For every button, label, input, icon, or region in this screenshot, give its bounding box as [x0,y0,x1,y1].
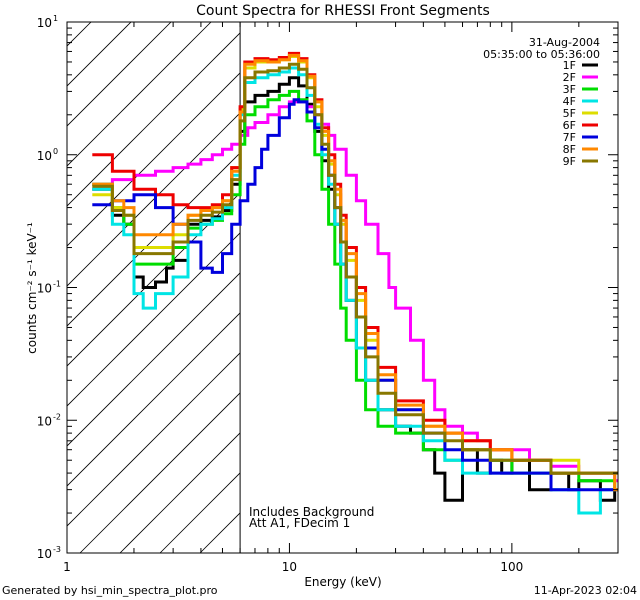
hatch-line [67,22,132,87]
x-tick-label: 10 [282,560,297,574]
y-tick-exponent: 0 [53,147,58,156]
hatch-line [67,72,241,247]
y-tick-label: 10 [37,282,52,296]
series-8F-line [92,53,618,492]
hatch-line [79,392,241,553]
y-tick-exponent: -3 [53,545,61,554]
hatch-line [67,112,241,287]
hatch-line [67,152,241,327]
chart-title: Count Spectra for RHESSI Front Segments [196,3,490,19]
y-axis-label: counts cm⁻² s⁻¹ keV⁻¹ [25,222,39,354]
hatch-line [440,0,640,553]
hatch-line [0,0,20,553]
hatch-line [67,232,241,407]
series-9F-line [92,62,618,475]
y-tick-label: 10 [37,414,52,428]
x-tick-label: 100 [500,560,523,574]
footer-generated-by: Generated by hsi_min_spectra_plot.pro [2,584,218,597]
x-tick-label: 1 [63,560,71,574]
legend-label-5F: 5F [563,107,576,120]
annotation-attenuator: Att A1, FDecim 1 [249,516,350,530]
y-tick-label: 10 [37,149,52,163]
footer-timestamp: 11-Apr-2023 02:04 [534,584,637,597]
x-axis-label: Energy (keV) [304,575,381,589]
y-tick-exponent: -1 [53,280,61,289]
hatch-line [67,22,92,47]
hatch-line [600,0,640,553]
hatch-line [280,0,640,553]
hatch-line [67,32,241,207]
y-tick-label: 10 [37,16,52,30]
legend-label-4F: 4F [563,95,576,108]
legend-label-8F: 8F [563,143,576,156]
legend-label-1F: 1F [563,59,576,72]
hatch-line [67,352,241,527]
y-tick-exponent: 1 [53,14,58,23]
legend-label-6F: 6F [563,119,576,132]
legend-label-7F: 7F [563,131,576,144]
hatch-line [67,312,241,487]
hatch-line [67,22,212,167]
legend-time-range: 05:35:00 to 05:36:00 [483,48,600,61]
hatch-line [320,0,640,553]
legend-date: 31-Aug-2004 [529,36,600,49]
y-tick-exponent: -2 [53,412,61,421]
hatch-line [67,22,172,127]
hatched-region [0,0,640,553]
hatch-line [119,432,241,553]
y-tick-label: 10 [37,547,52,561]
legend-label-9F: 9F [563,155,576,168]
legend-label-2F: 2F [563,71,576,84]
hatch-line [0,0,100,553]
legend-label-3F: 3F [563,83,576,96]
annotation-background: Includes Background [249,505,374,519]
hatch-line [360,0,640,553]
hatch-line [480,0,640,553]
